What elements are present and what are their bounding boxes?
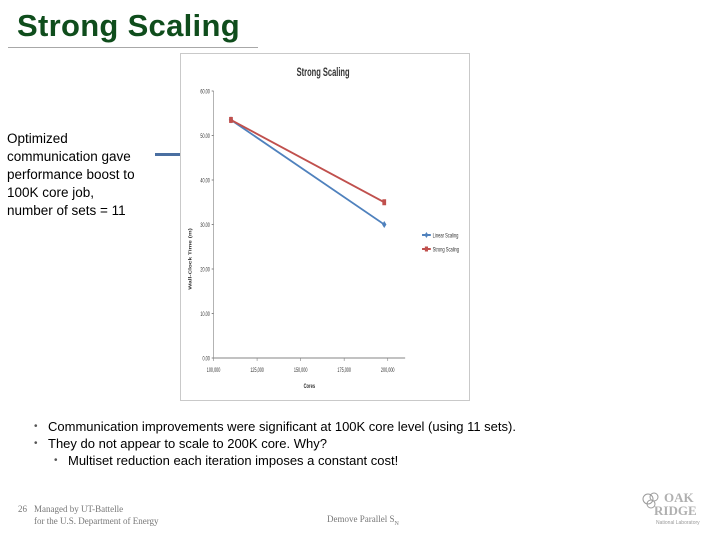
bullet-dot: • bbox=[34, 421, 38, 432]
legend-label: Linear Scaling bbox=[433, 233, 459, 240]
footer-center-main: Demove Parallel S bbox=[327, 514, 395, 524]
y-tick-label: 50.00 bbox=[200, 133, 210, 140]
series-line-linear-scaling bbox=[230, 119, 385, 226]
slide-number: 26 bbox=[18, 504, 27, 514]
data-point bbox=[382, 199, 387, 206]
bullet-dot: • bbox=[34, 438, 38, 449]
logo-word-oak: OAK bbox=[664, 490, 695, 505]
callout-connector bbox=[155, 153, 185, 156]
legend-label: Strong Scaling bbox=[433, 247, 459, 254]
y-tick-label: 60.00 bbox=[200, 89, 210, 96]
bullet-list: • Communication improvements were signifi… bbox=[34, 418, 516, 469]
callout-line: communication gave bbox=[7, 149, 131, 164]
logo-subtitle: National Laboratory bbox=[656, 520, 700, 526]
y-tick-label: 10.00 bbox=[200, 311, 210, 318]
managed-line: Managed by UT-Battelle bbox=[34, 504, 124, 514]
logo-word-ridge: RIDGE bbox=[654, 503, 697, 518]
footer-center-text: Demove Parallel SN bbox=[327, 514, 399, 527]
bullet-item: • Communication improvements were signifi… bbox=[34, 418, 516, 435]
x-tick-label: 125,000 bbox=[250, 367, 264, 374]
legend-marker bbox=[424, 246, 428, 252]
y-tick-label: 20.00 bbox=[200, 267, 210, 274]
x-tick-label: 100,000 bbox=[207, 367, 221, 374]
title-underline bbox=[8, 47, 258, 48]
slide-title: Strong Scaling bbox=[17, 8, 240, 43]
ornl-logo: OAK RIDGE National Laboratory bbox=[642, 490, 700, 526]
sub-bullet-item: • Multiset reduction each iteration impos… bbox=[34, 452, 516, 469]
chart-frame: Strong Scaling Wall-Clock Time (m) Cores… bbox=[180, 53, 470, 401]
bullet-text: Communication improvements were signific… bbox=[48, 419, 516, 434]
series-line-strong-scaling bbox=[230, 118, 385, 204]
y-tick-label: 30.00 bbox=[200, 222, 210, 229]
x-tick-label: 175,000 bbox=[337, 367, 351, 374]
chart-title: Strong Scaling bbox=[297, 66, 350, 79]
callout-line: number of sets = 11 bbox=[7, 203, 126, 218]
leaf-icon bbox=[642, 492, 659, 509]
y-axis-label: Wall-Clock Time (m) bbox=[189, 228, 194, 290]
callout-line: performance boost to bbox=[7, 167, 135, 182]
callout-line: 100K core job, bbox=[7, 185, 95, 200]
strong-scaling-chart: Strong Scaling Wall-Clock Time (m) Cores… bbox=[189, 66, 459, 390]
footer-center-sub: N bbox=[394, 520, 399, 527]
y-tick-label: 40.00 bbox=[200, 178, 210, 185]
x-axis-label: Cores bbox=[304, 383, 316, 390]
bullet-dot: • bbox=[54, 455, 58, 466]
bullet-item: • They do not appear to scale to 200K cor… bbox=[34, 435, 516, 452]
x-tick-label: 200,000 bbox=[381, 367, 395, 374]
callout-line: Optimized bbox=[7, 131, 68, 146]
managed-line: for the U.S. Department of Energy bbox=[34, 516, 159, 526]
data-point bbox=[382, 221, 387, 228]
bullet-text: They do not appear to scale to 200K core… bbox=[48, 436, 327, 451]
data-point bbox=[229, 116, 233, 123]
x-tick-label: 150,000 bbox=[294, 367, 308, 374]
y-tick-label: 0.00 bbox=[202, 356, 209, 363]
sub-bullet-text: Multiset reduction each iteration impose… bbox=[68, 453, 399, 468]
managed-by: Managed by UT-Battelle for the U.S. Depa… bbox=[34, 503, 234, 527]
callout-text: Optimized communication gave performance… bbox=[7, 130, 149, 220]
legend-marker bbox=[424, 232, 429, 238]
